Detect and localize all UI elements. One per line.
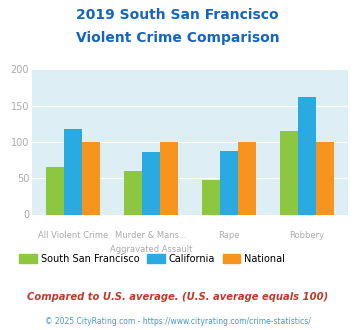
- Legend: South San Francisco, California, National: South San Francisco, California, Nationa…: [16, 249, 289, 267]
- Text: All Violent Crime: All Violent Crime: [38, 231, 108, 240]
- Bar: [238, 142, 256, 214]
- Bar: [202, 180, 220, 214]
- Bar: [316, 142, 334, 214]
- Text: Aggravated Assault: Aggravated Assault: [110, 245, 192, 254]
- Text: Murder & Mans...: Murder & Mans...: [115, 231, 187, 240]
- Bar: [82, 142, 100, 214]
- Bar: [142, 152, 160, 214]
- Bar: [64, 129, 82, 214]
- Bar: [220, 151, 238, 214]
- Text: 2019 South San Francisco: 2019 South San Francisco: [76, 8, 279, 22]
- Bar: [46, 167, 64, 214]
- Bar: [298, 97, 316, 214]
- Text: Rape: Rape: [218, 231, 240, 240]
- Text: Compared to U.S. average. (U.S. average equals 100): Compared to U.S. average. (U.S. average …: [27, 292, 328, 302]
- Bar: [160, 142, 178, 214]
- Text: Violent Crime Comparison: Violent Crime Comparison: [76, 31, 279, 45]
- Bar: [280, 131, 298, 214]
- Bar: [124, 171, 142, 214]
- Text: © 2025 CityRating.com - https://www.cityrating.com/crime-statistics/: © 2025 CityRating.com - https://www.city…: [45, 317, 310, 326]
- Text: Robbery: Robbery: [289, 231, 324, 240]
